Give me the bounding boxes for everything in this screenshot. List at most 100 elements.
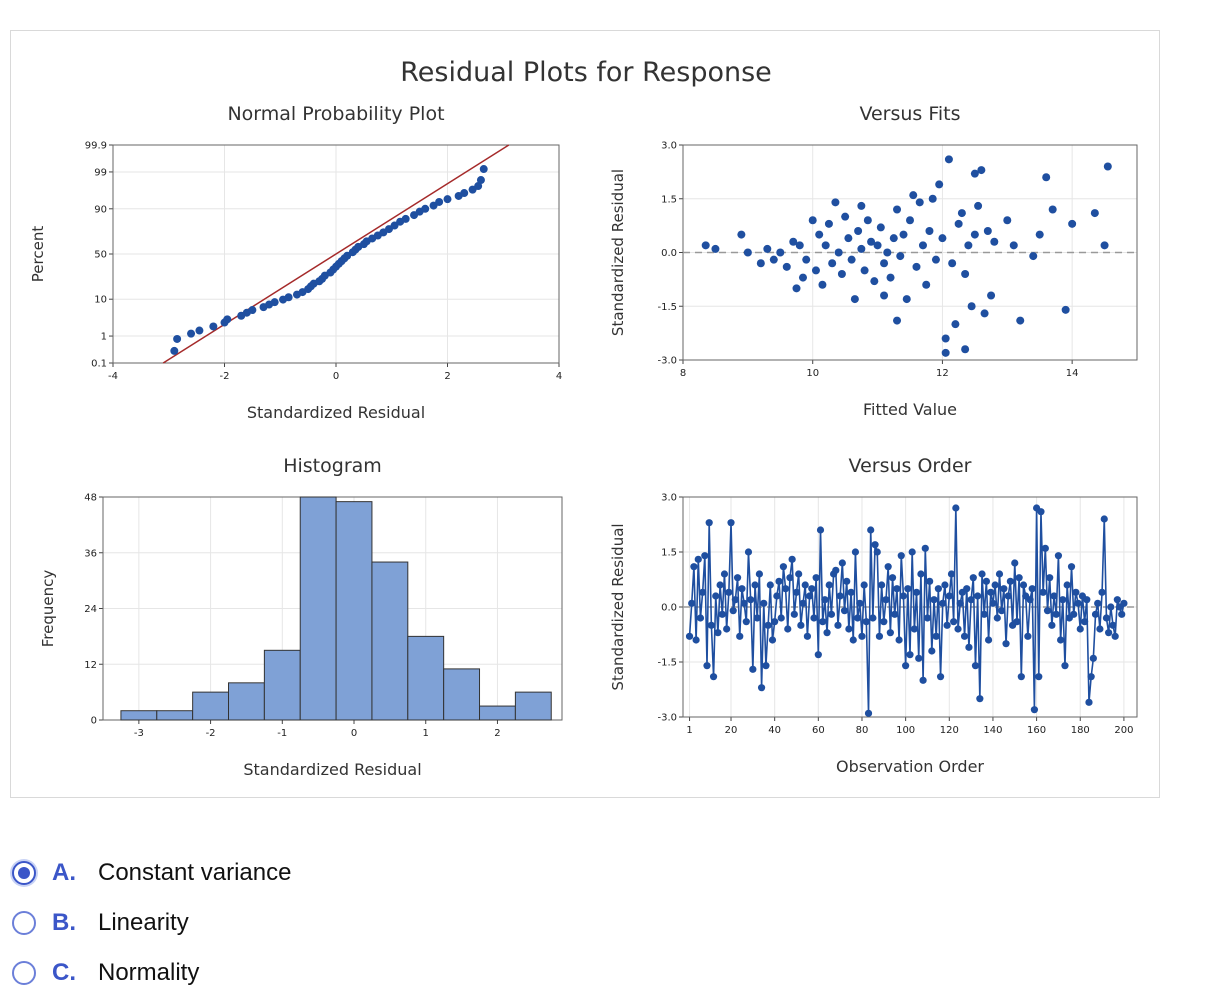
- data-point: [803, 632, 812, 640]
- data-point: [740, 599, 748, 607]
- data-point: [747, 596, 755, 604]
- data-point: [884, 563, 892, 571]
- data-point: [1063, 581, 1071, 589]
- data-point: [889, 234, 898, 243]
- data-point: [1083, 596, 1091, 604]
- data-point: [1081, 618, 1089, 626]
- data-point: [906, 651, 914, 659]
- data-point: [812, 574, 820, 582]
- data-point: [805, 592, 814, 600]
- y-tick-label: 24: [84, 604, 97, 615]
- data-point: [834, 248, 843, 257]
- data-point: [248, 306, 257, 315]
- histogram-bar: [120, 710, 158, 721]
- data-point: [421, 204, 430, 213]
- data-point: [957, 209, 966, 218]
- histogram-bar: [263, 649, 301, 721]
- data-point: [1067, 563, 1076, 571]
- data-point: [714, 629, 722, 637]
- option-c[interactable]: C. Normality: [12, 948, 291, 998]
- data-point: [893, 585, 901, 593]
- option-b[interactable]: B. Linearity: [12, 898, 291, 948]
- option-b-label: Linearity: [98, 909, 189, 936]
- data-point: [1120, 599, 1128, 607]
- option-a[interactable]: A. Constant variance: [12, 848, 291, 898]
- data-point: [964, 241, 973, 250]
- data-point: [795, 570, 803, 578]
- data-point: [831, 198, 840, 207]
- data-point: [977, 166, 986, 175]
- data-point: [886, 629, 894, 637]
- option-b-letter: B.: [52, 909, 76, 936]
- option-a-radio[interactable]: [12, 861, 36, 885]
- data-point: [718, 610, 726, 618]
- data-point: [1109, 621, 1117, 629]
- data-point: [863, 216, 872, 225]
- histogram-bar: [228, 682, 265, 721]
- data-point: [904, 585, 912, 593]
- data-point: [1061, 662, 1069, 670]
- data-point: [908, 548, 916, 556]
- data-point: [701, 241, 710, 250]
- data-point: [967, 596, 975, 604]
- data-point: [910, 625, 918, 633]
- data-point: [918, 241, 927, 250]
- data-point: [808, 585, 816, 593]
- data-point: [867, 237, 876, 246]
- data-point: [1030, 706, 1039, 714]
- data-point: [766, 581, 774, 589]
- data-point: [896, 252, 905, 261]
- option-c-radio[interactable]: [12, 961, 36, 985]
- data-point: [969, 574, 977, 582]
- histogram-plot: Histogram-3 -2 -1 0 1 2012243648Standardized …: [39, 455, 563, 779]
- data-point: [875, 632, 884, 640]
- y-tick-label: 0.0: [661, 603, 677, 614]
- data-point: [797, 621, 805, 629]
- y-tick-label: 50: [94, 250, 107, 261]
- x-tick-label: 40: [768, 725, 781, 736]
- data-point: [886, 273, 895, 282]
- data-point: [1118, 610, 1126, 618]
- data-point: [987, 588, 995, 596]
- data-point: [939, 599, 947, 607]
- data-point: [819, 618, 827, 626]
- histogram-bar: [299, 496, 337, 721]
- data-point: [1024, 632, 1032, 640]
- subplot-title: Versus Order: [849, 455, 972, 477]
- y-tick-label: 90: [94, 204, 107, 215]
- y-tick-label: -3.0: [657, 713, 677, 724]
- data-point: [743, 248, 752, 257]
- data-point: [923, 614, 932, 622]
- data-point: [712, 592, 720, 600]
- data-point: [862, 618, 870, 626]
- data-point: [699, 588, 707, 596]
- data-point: [944, 155, 953, 164]
- residual-plots-figure: Residual Plots for Response Normal Proba…: [10, 30, 1160, 798]
- x-tick-label: 140: [983, 725, 1002, 736]
- data-point: [878, 581, 886, 589]
- data-point: [818, 280, 827, 289]
- data-point: [823, 629, 831, 637]
- data-point: [1002, 640, 1010, 648]
- x-tick-label: 4: [556, 371, 562, 382]
- data-point: [1089, 654, 1097, 662]
- data-point: [1100, 515, 1108, 523]
- data-point: [843, 577, 851, 585]
- option-b-radio[interactable]: [12, 911, 36, 935]
- data-point: [692, 636, 700, 644]
- data-point: [983, 227, 992, 235]
- data-point: [926, 577, 934, 585]
- subplot-title: Versus Fits: [859, 103, 960, 125]
- data-point: [917, 570, 925, 578]
- data-point: [738, 585, 746, 593]
- y-axis-label: Frequency: [39, 570, 57, 648]
- data-point: [836, 592, 844, 600]
- data-point: [788, 555, 796, 563]
- data-point: [209, 322, 218, 331]
- data-point: [912, 588, 921, 596]
- data-point: [696, 614, 705, 622]
- data-point: [777, 614, 785, 622]
- data-point: [873, 241, 882, 250]
- x-tick-label: 80: [856, 725, 869, 736]
- data-point: [891, 610, 899, 618]
